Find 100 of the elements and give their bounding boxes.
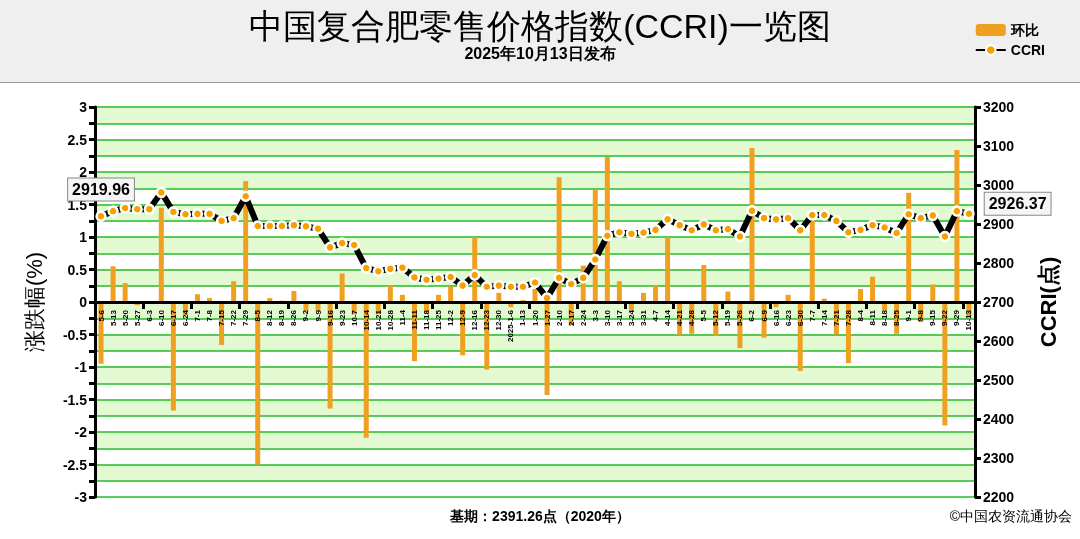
- y2-tick-label: 2600: [983, 333, 1015, 349]
- x-tick-label: 8-5: [253, 309, 263, 322]
- x-tick-label: 7-28: [843, 309, 853, 327]
- data-label: 2926.37: [988, 195, 1047, 213]
- x-tick-label: 9-23: [337, 309, 347, 327]
- x-tick-label: 5-6: [96, 309, 106, 322]
- y2-tick-label: 2900: [983, 216, 1015, 232]
- x-tick-label: 9-29: [952, 309, 962, 327]
- y2-tick-label: 3000: [983, 177, 1015, 193]
- y2-tick-label: 2400: [983, 411, 1015, 427]
- y2-tick-label: 3200: [983, 99, 1015, 115]
- x-tick-label: 6-3: [144, 309, 154, 322]
- data-label: 2919.96: [72, 180, 131, 198]
- x-tick-label: 1-20: [530, 309, 540, 327]
- x-tick-label: 6-16: [771, 309, 781, 327]
- x-tick-label: 7-15: [217, 309, 227, 327]
- x-tick-label: 5-19: [723, 309, 733, 327]
- x-tick-label: 9-22: [940, 309, 950, 327]
- x-tick-label: 10-13: [964, 309, 974, 331]
- x-tick-label: 10-28: [385, 309, 395, 331]
- x-tick-label: 6-2: [747, 309, 757, 322]
- x-tick-label: 7-1: [192, 309, 202, 322]
- x-tick-label: 10-21: [373, 309, 383, 331]
- x-tick-label: 5-26: [735, 309, 745, 327]
- x-tick-label: 9-9: [313, 309, 323, 322]
- y-tick-label: -0.5: [62, 326, 88, 343]
- x-tick-label: 5-12: [711, 309, 721, 327]
- x-tick-label: 9-15: [928, 309, 938, 327]
- x-tick-label: 7-21: [831, 309, 841, 327]
- x-tick-label: 10-7: [349, 309, 359, 327]
- legend-label: CCRI: [1010, 42, 1046, 58]
- y2-tick-label: 2300: [983, 450, 1015, 466]
- x-tick-label: 10-14: [361, 309, 371, 331]
- y-tick-label: -2.5: [62, 456, 88, 473]
- x-tick-label: 2-17: [566, 309, 576, 327]
- x-tick-label: 12-30: [494, 309, 504, 331]
- x-tick-label: 7-14: [819, 309, 829, 327]
- x-tick-label: 1-27: [542, 309, 552, 327]
- chart-subtitle: 2025年10月13日发布: [464, 44, 616, 62]
- text: 基期：2391.26点（2020年）: [449, 508, 630, 524]
- x-tick-label: 12-23: [482, 309, 492, 331]
- y-tick-label: 0: [79, 294, 88, 310]
- x-tick-label: 11-4: [397, 309, 407, 326]
- y-axis-title: 涨跌幅(%): [21, 251, 47, 353]
- x-tick-label: 8-26: [289, 309, 299, 327]
- y-tick-label: 3: [79, 99, 88, 115]
- chart-title: 中国复合肥零售价格指数(CCRI)一览图: [249, 7, 831, 45]
- x-tick-label: 12-16: [470, 309, 480, 331]
- y2-tick-label: 2200: [983, 489, 1015, 505]
- x-tick-label: 4-7: [651, 309, 661, 322]
- y-tick-label: -1.5: [62, 391, 88, 408]
- x-tick-label: 9-8: [916, 309, 926, 322]
- x-tick-label: 7-29: [241, 309, 251, 327]
- x-tick-label: 8-25: [892, 309, 902, 327]
- x-tick-label: 3-17: [614, 309, 624, 327]
- legend-label: 环比: [1009, 22, 1039, 38]
- x-tick-label: 5-5: [699, 309, 709, 322]
- x-tick-label: 6-24: [180, 309, 190, 327]
- y-tick-label: -1: [74, 359, 88, 375]
- x-tick-label: 8-19: [277, 309, 287, 327]
- x-tick-label: 11-18: [422, 309, 432, 331]
- y2-tick-label: 2800: [983, 255, 1015, 271]
- x-tick-label: 8-18: [880, 309, 890, 327]
- x-tick-label: 7-7: [807, 309, 817, 322]
- x-tick-label: 6-30: [795, 309, 805, 327]
- y-tick-label: -2: [74, 424, 88, 440]
- x-tick-label: 6-9: [759, 309, 769, 322]
- x-tick-label: 5-20: [120, 309, 130, 327]
- x-tick-label: 5-13: [108, 309, 118, 327]
- x-tick-label: 7-22: [229, 309, 239, 327]
- x-tick-label: 6-23: [783, 309, 793, 327]
- x-tick-label: 4-21: [675, 309, 685, 327]
- x-tick-label: 4-28: [687, 309, 697, 327]
- y2-tick-label: 3100: [983, 138, 1015, 154]
- x-tick-label: 3-24: [626, 309, 636, 327]
- x-tick-label: 3-10: [602, 309, 612, 327]
- x-tick-label: 8-12: [265, 309, 275, 327]
- x-tick-label: 8-11: [868, 309, 878, 326]
- y-tick-label: 2.5: [67, 131, 88, 148]
- x-tick-label: 2-10: [554, 309, 564, 327]
- x-tick-label: 6-10: [156, 309, 166, 327]
- y-tick-label: 0.5: [67, 261, 88, 278]
- x-tick-label: 4-14: [663, 309, 673, 327]
- x-tick-label: 12-9: [458, 309, 468, 327]
- y2-axis-title: CCRI(点): [1035, 256, 1061, 348]
- x-tick-label: 6-17: [168, 309, 178, 327]
- x-tick-label: 2-24: [578, 309, 588, 327]
- y-tick-label: -3: [74, 489, 88, 505]
- x-tick-label: 9-16: [325, 309, 335, 327]
- x-tick-label: 8-4: [855, 309, 865, 322]
- x-tick-label: 3-3: [590, 309, 600, 322]
- x-tick-label: 3-31: [638, 309, 648, 327]
- y2-tick-label: 2700: [983, 294, 1015, 310]
- x-tick-label: 11-25: [434, 309, 444, 331]
- x-tick-label: 2025-1-6: [506, 309, 516, 343]
- x-tick-label: 1-13: [518, 309, 528, 327]
- x-tick-label: 11-11: [409, 309, 419, 330]
- y-tick-label: 1: [79, 229, 88, 245]
- y-tick-label: 2: [79, 164, 88, 180]
- x-tick-label: 12-2: [446, 309, 456, 327]
